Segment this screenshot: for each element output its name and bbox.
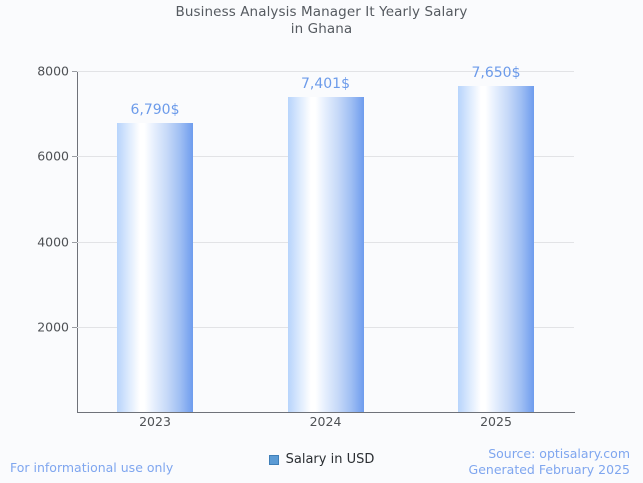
y-tick-label-6000: 6000 — [37, 148, 69, 164]
bar-value-label-2025: 7,650$ — [471, 64, 521, 81]
bar-value-label-2024: 7,401$ — [301, 75, 350, 92]
bar-value-label-2023: 6,790$ — [130, 101, 180, 118]
x-axis-line — [77, 412, 575, 413]
y-tick-label-2000: 2000 — [37, 319, 69, 335]
legend-label-salary-in-usd[interactable]: Salary in USD — [285, 452, 375, 467]
x-axis-label-2023: 2023 — [139, 414, 171, 429]
bar-2025[interactable]: 7,650$ — [458, 65, 534, 412]
source-block: Source: optisalary.com Generated Februar… — [469, 446, 630, 478]
y-tick-label-8000: 8000 — [37, 63, 69, 79]
disclaimer-text: For informational use only — [10, 460, 174, 475]
legend-swatch-icon — [268, 454, 279, 465]
tick-mark-4000 — [72, 241, 77, 243]
chart-title-line-2: in Ghana — [290, 21, 353, 37]
tick-mark-8000 — [72, 71, 77, 72]
x-axis-label-2025: 2025 — [480, 414, 512, 429]
source-text: Source: optisalary.com — [488, 446, 630, 461]
gridline-8000 — [77, 71, 574, 72]
plot-area: 8000 6000 4000 2000 6,790$ 7,401$ 7,650$ — [37, 64, 574, 412]
generated-date-text: Generated February 2025 — [468, 462, 630, 477]
y-tick-label-4000: 4000 — [37, 234, 69, 249]
tick-mark-6000 — [72, 156, 77, 158]
bar-2023[interactable]: 6,790$ — [117, 102, 193, 412]
x-axis-label-2024: 2024 — [309, 414, 342, 429]
bar-2024[interactable]: 7,401$ — [287, 76, 364, 412]
chart-legend: Salary in USD — [0, 452, 643, 467]
chart-title-line-1: Business Analysis Manager It Yearly Sala… — [175, 4, 468, 20]
chart-title: Business Analysis Manager It Yearly Sala… — [0, 4, 643, 38]
tick-mark-2000 — [72, 326, 77, 328]
